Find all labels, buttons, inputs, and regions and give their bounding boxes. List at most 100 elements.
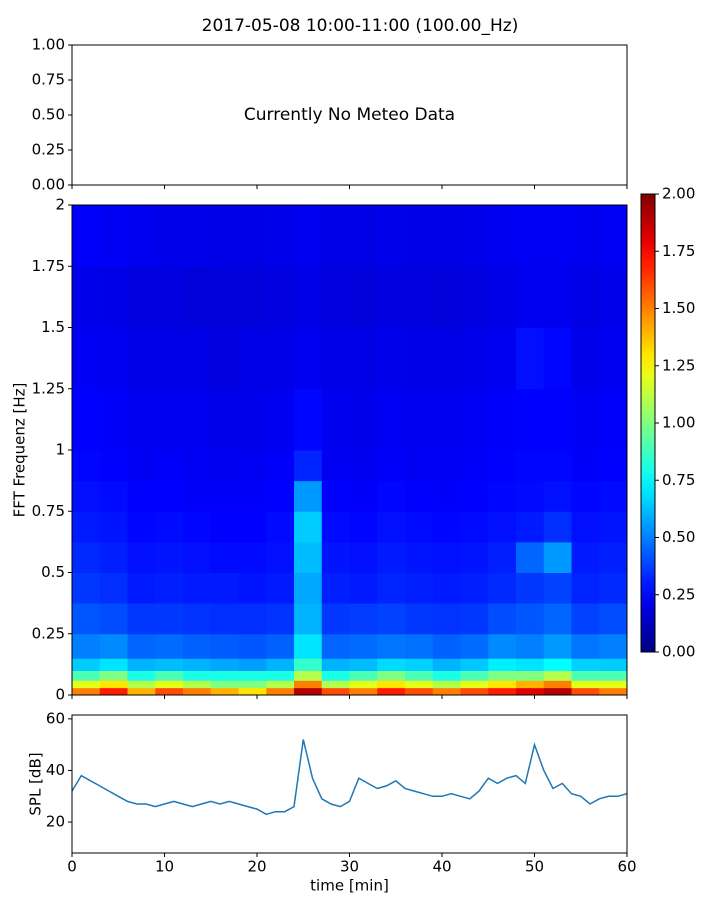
heatmap-cell — [294, 266, 323, 328]
heatmap-cell — [460, 658, 489, 671]
heatmap-cell — [543, 572, 572, 604]
heatmap-cell — [377, 633, 406, 659]
heatmap-cell — [266, 450, 295, 482]
heatmap-cell — [210, 541, 239, 573]
heatmap-cell — [571, 327, 600, 390]
heatmap-cell — [321, 572, 350, 604]
heatmap-cell — [460, 687, 489, 696]
heatmap-cell — [238, 388, 267, 451]
heatmap-cell — [294, 205, 323, 267]
heatmap-cell — [72, 687, 101, 696]
heatmap-cell — [571, 511, 600, 543]
x-tick-label: 50 — [525, 858, 544, 876]
heatmap-cell — [460, 450, 489, 482]
heatmap-cell — [405, 450, 434, 482]
axes-frame — [71, 714, 628, 854]
y-axis-label: SPL [dB] — [27, 752, 45, 815]
heatmap-cell — [183, 205, 212, 267]
heatmap-cell — [266, 541, 295, 573]
heatmap-cell — [127, 450, 156, 482]
heatmap-cell — [543, 205, 572, 267]
heatmap-cell — [99, 511, 128, 543]
heatmap-cell — [432, 658, 461, 671]
y-tick-label: 1.75 — [32, 257, 65, 275]
y-tick-label: 0.75 — [32, 71, 65, 89]
heatmap-cell — [294, 450, 323, 482]
heatmap-cell — [516, 327, 545, 390]
heatmap-cell — [516, 205, 545, 267]
heatmap-cell — [99, 680, 128, 689]
heatmap-cell — [460, 205, 489, 267]
heatmap-cell — [99, 633, 128, 659]
heatmap-cell — [460, 480, 489, 512]
heatmap-cell — [516, 687, 545, 696]
heatmap-cell — [321, 511, 350, 543]
heatmap-cell — [72, 658, 101, 671]
heatmap-cell — [599, 687, 628, 696]
colorbar-tick-label: 1.25 — [662, 356, 695, 374]
heatmap-cell — [72, 388, 101, 451]
heatmap-cell — [405, 603, 434, 635]
heatmap-cell — [377, 480, 406, 512]
heatmap-cell — [238, 541, 267, 573]
heatmap-cell — [405, 327, 434, 390]
heatmap-cell — [210, 687, 239, 696]
heatmap-cell — [321, 480, 350, 512]
heatmap-cell — [543, 687, 572, 696]
heatmap-cell — [266, 658, 295, 671]
heatmap-cell — [183, 480, 212, 512]
heatmap-cell — [599, 511, 628, 543]
heatmap-cell — [432, 687, 461, 696]
heatmap-cell — [127, 388, 156, 451]
y-tick-label: 0.75 — [32, 502, 65, 520]
heatmap-cell — [238, 687, 267, 696]
heatmap-cell — [266, 266, 295, 328]
y-axis-label: FFT Frequenz [Hz] — [11, 383, 29, 518]
heatmap-cell — [155, 511, 184, 543]
heatmap-cell — [72, 450, 101, 482]
heatmap-cell — [571, 633, 600, 659]
heatmap-cell — [99, 388, 128, 451]
line — [71, 739, 628, 816]
heatmap-cell — [127, 603, 156, 635]
heatmap-cell — [127, 670, 156, 681]
heatmap-cell — [266, 480, 295, 512]
heatmap-cell — [238, 680, 267, 689]
heatmap-cell — [294, 572, 323, 604]
heatmap-cell — [99, 658, 128, 671]
heatmap-cell — [266, 572, 295, 604]
heatmap-cell — [432, 327, 461, 390]
heatmap-cell — [405, 541, 434, 573]
heatmap-cell — [571, 572, 600, 604]
heatmap-cell — [294, 603, 323, 635]
heatmap-cell — [210, 511, 239, 543]
heatmap-cell — [599, 480, 628, 512]
heatmap-cell — [321, 205, 350, 267]
heatmap-cell — [516, 388, 545, 451]
heatmap-cell — [127, 327, 156, 390]
y-tick-label: 0.25 — [32, 141, 65, 159]
heatmap-cell — [99, 572, 128, 604]
heatmap-cell — [72, 603, 101, 635]
heatmap-cell — [488, 541, 517, 573]
heatmap-cell — [294, 327, 323, 390]
heatmap-cell — [377, 680, 406, 689]
heatmap-cell — [599, 670, 628, 681]
heatmap-cell — [127, 633, 156, 659]
heatmap-cell — [72, 266, 101, 328]
colorbar-tick-label: 1.00 — [662, 414, 695, 432]
heatmap-cell — [516, 633, 545, 659]
heatmap-cell — [294, 680, 323, 689]
heatmap-cell — [377, 450, 406, 482]
heatmap-cell — [543, 633, 572, 659]
heatmap-cell — [266, 633, 295, 659]
heatmap-cell — [432, 603, 461, 635]
heatmap-cell — [571, 266, 600, 328]
heatmap-cell — [210, 205, 239, 267]
heatmap-cell — [127, 658, 156, 671]
heatmap-cell — [599, 388, 628, 451]
heatmap-cell — [210, 670, 239, 681]
heatmap-cell — [127, 687, 156, 696]
heatmap-cell — [321, 658, 350, 671]
heatmap-cell — [72, 205, 101, 267]
